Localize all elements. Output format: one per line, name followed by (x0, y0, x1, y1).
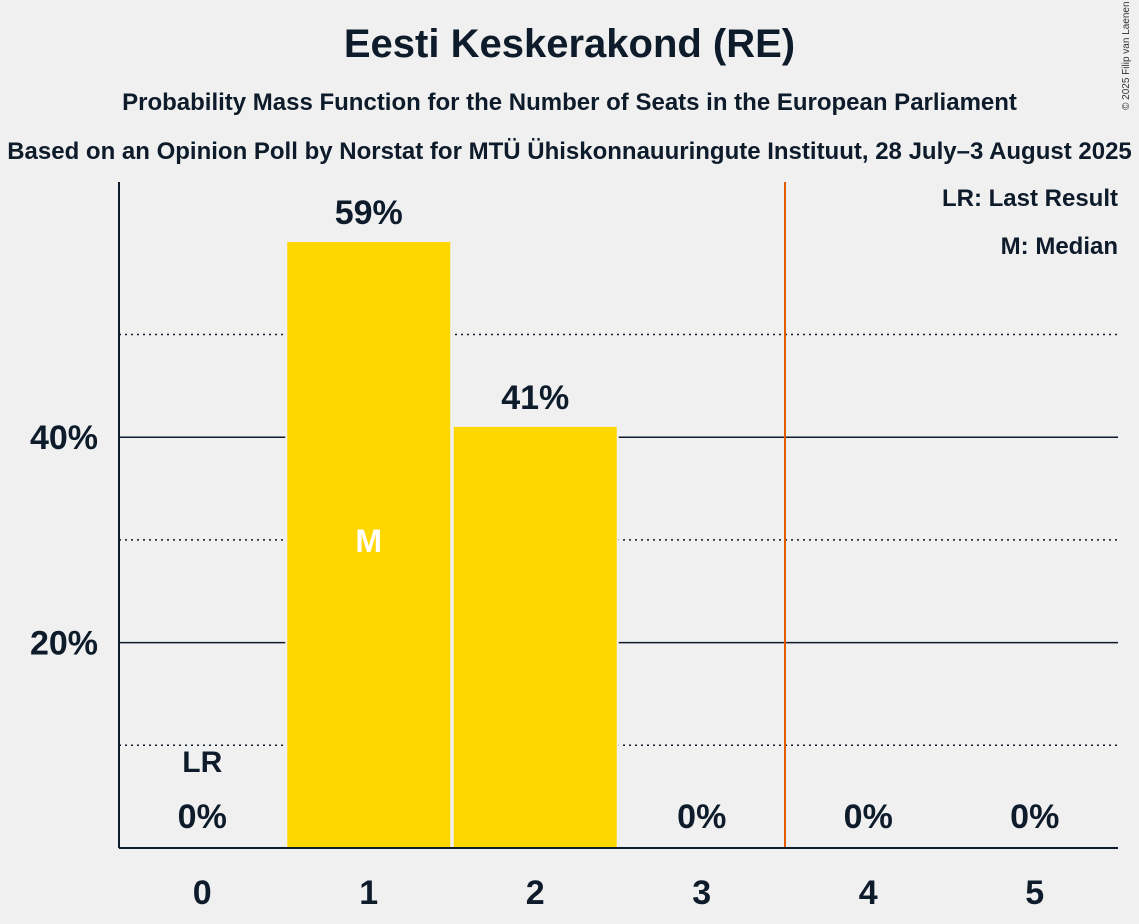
y-tick-label: 40% (30, 419, 98, 457)
data-label: 0% (677, 798, 726, 836)
x-tick-label: 5 (1025, 874, 1044, 912)
median-marker: M (355, 523, 382, 559)
data-label: 0% (1010, 798, 1059, 836)
data-label: 41% (501, 379, 569, 417)
data-label: 59% (335, 194, 403, 232)
data-label: 0% (844, 798, 893, 836)
legend-median: M: Median (1001, 233, 1118, 261)
data-label: 0% (178, 798, 227, 836)
x-tick-label: 2 (526, 874, 545, 912)
y-tick-label: 20% (30, 625, 98, 663)
last-result-marker: LR (182, 746, 222, 779)
x-tick-label: 0 (193, 874, 212, 912)
bar (454, 427, 617, 848)
x-tick-label: 1 (359, 874, 378, 912)
x-tick-label: 4 (859, 874, 878, 912)
legend-last-result: LR: Last Result (942, 185, 1118, 213)
x-tick-label: 3 (692, 874, 711, 912)
